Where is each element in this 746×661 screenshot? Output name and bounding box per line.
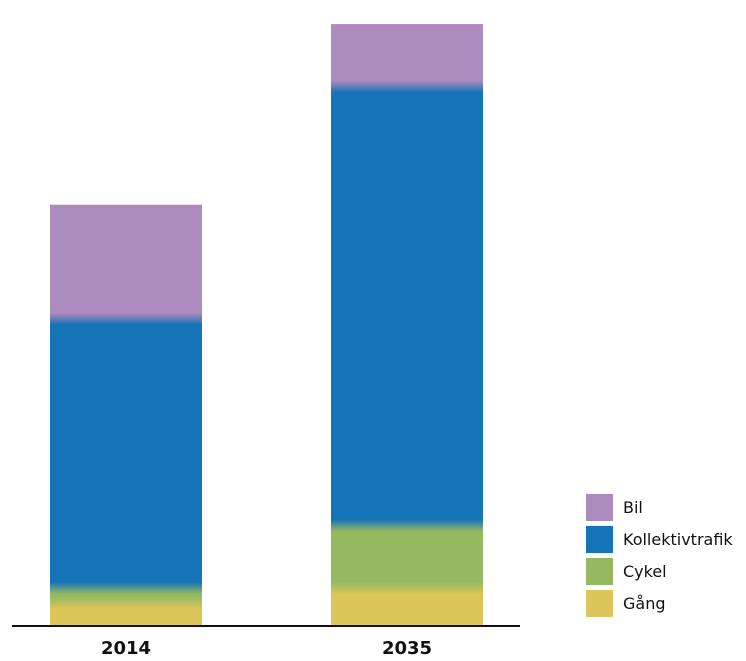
- legend-item-gång: Gång: [586, 589, 733, 617]
- legend-item-bil: Bil: [586, 493, 733, 521]
- bar-segment-2035-kollektivtrafik: [331, 87, 483, 526]
- x-tick-labels: 2014 2035: [101, 638, 432, 659]
- bar-2035-fill: [331, 24, 483, 625]
- bar-segment-2014-gång: [50, 603, 202, 625]
- legend-label: Kollektivtrafik: [623, 529, 733, 549]
- bar-segment-2035-gång: [331, 588, 483, 625]
- legend: Bil Kollektivtrafik Cykel Gång: [586, 493, 733, 622]
- legend-label: Cykel: [623, 561, 667, 581]
- legend-label: Gång: [623, 593, 666, 613]
- legend-swatch: [586, 493, 613, 521]
- legend-item-kollektivtrafik: Kollektivtrafik: [586, 525, 733, 553]
- bar-2014-fill: [50, 204, 202, 625]
- legend-swatch: [586, 525, 613, 553]
- legend-label: Bil: [623, 497, 643, 517]
- x-tick-label-2035: 2035: [382, 638, 432, 659]
- legend-item-cykel: Cykel: [586, 557, 733, 585]
- bars-group: [50, 24, 483, 625]
- legend-swatch: [586, 557, 613, 585]
- bar-segment-2014-bil: [50, 205, 202, 319]
- legend-swatch: [586, 589, 613, 617]
- x-tick-label-2014: 2014: [101, 638, 151, 659]
- bar-segment-2014-kollektivtrafik: [50, 319, 202, 588]
- bar-segment-2035-bil: [331, 24, 483, 87]
- bar-segment-2014-cykel: [50, 588, 202, 603]
- bar-segment-2035-cykel: [331, 525, 483, 588]
